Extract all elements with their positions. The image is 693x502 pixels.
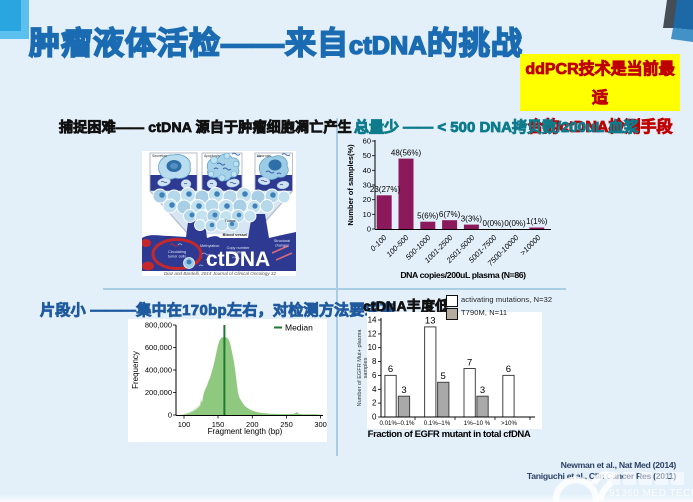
svg-text:150: 150 <box>212 420 225 429</box>
svg-text:6: 6 <box>506 364 511 375</box>
svg-text:8: 8 <box>372 357 377 366</box>
svg-text:1%–10 %: 1%–10 % <box>464 420 491 427</box>
svg-text:6: 6 <box>388 364 393 375</box>
svg-text:Blood vessel: Blood vessel <box>223 232 248 237</box>
svg-text:30: 30 <box>363 181 371 190</box>
svg-text:2: 2 <box>372 399 377 408</box>
svg-text:14: 14 <box>368 316 377 325</box>
svg-text:91360 MED TECH: 91360 MED TECH <box>609 488 693 499</box>
svg-text:Copy number: Copy number <box>227 246 251 250</box>
svg-text:0.01%–0.1%: 0.01%–0.1% <box>379 420 415 427</box>
svg-text:20: 20 <box>363 195 371 204</box>
svg-text:13: 13 <box>425 316 436 327</box>
svg-text:Circulating: Circulating <box>168 250 186 254</box>
svg-text:300: 300 <box>314 420 327 429</box>
svg-text:3(3%): 3(3%) <box>461 215 483 224</box>
svg-text:1(1%): 1(1%) <box>526 217 548 226</box>
svg-text:Methylation: Methylation <box>200 244 219 248</box>
svg-text:Fragment length (bp): Fragment length (bp) <box>208 427 283 436</box>
svg-text:5(6%): 5(6%) <box>417 212 439 221</box>
svg-text:12: 12 <box>368 329 377 338</box>
svg-text:6: 6 <box>372 371 377 380</box>
svg-text:Structural: Structural <box>274 239 290 243</box>
svg-text:23(27%): 23(27%) <box>370 185 401 194</box>
svg-text:10: 10 <box>368 343 377 352</box>
svg-text:Number of samples(%): Number of samples(%) <box>346 144 355 226</box>
svg-text:variations: variations <box>230 251 246 255</box>
svg-text:40: 40 <box>363 166 371 175</box>
svg-text:600,000: 600,000 <box>145 343 172 352</box>
svg-text:0(0%): 0(0%) <box>483 219 505 228</box>
svg-text:0: 0 <box>367 225 371 234</box>
svg-text:>10%: >10% <box>501 420 517 427</box>
svg-text:4: 4 <box>372 385 377 394</box>
svg-text:400,000: 400,000 <box>145 366 172 375</box>
svg-text:Tumor: Tumor <box>224 218 236 223</box>
svg-text:0: 0 <box>372 413 377 422</box>
svg-text:Diaz and Bardelli, 2014 Journa: Diaz and Bardelli, 2014 Journal of Clini… <box>164 271 277 276</box>
svg-text:0.1%–1%: 0.1%–1% <box>424 420 451 427</box>
svg-text:3: 3 <box>480 385 485 396</box>
svg-text:ctDNA: ctDNA <box>206 248 270 271</box>
svg-text:200,000: 200,000 <box>145 388 172 397</box>
svg-text:100: 100 <box>178 420 191 429</box>
svg-text:0: 0 <box>168 411 172 420</box>
svg-text:48(56%): 48(56%) <box>391 149 422 158</box>
svg-text:Number of EGFR Mut+ plasma: Number of EGFR Mut+ plasma <box>357 329 363 407</box>
svg-text:tumor cells: tumor cells <box>168 255 186 259</box>
svg-text:5: 5 <box>441 371 446 382</box>
svg-text:Secretion: Secretion <box>152 154 167 158</box>
svg-text:10: 10 <box>363 210 371 219</box>
svg-text:changes: changes <box>275 244 289 248</box>
svg-text:Apoptosis: Apoptosis <box>204 154 220 158</box>
svg-text:800,000: 800,000 <box>145 321 172 330</box>
svg-text:samples: samples <box>363 357 369 378</box>
svg-text:0(0%): 0(0%) <box>504 219 526 228</box>
svg-text:50: 50 <box>363 151 371 160</box>
svg-text:Necrosis: Necrosis <box>257 154 271 158</box>
svg-text:6(7%): 6(7%) <box>439 210 461 219</box>
svg-text:250: 250 <box>280 420 293 429</box>
svg-text:200: 200 <box>246 420 259 429</box>
svg-text:7: 7 <box>467 358 472 369</box>
svg-text:Frequency: Frequency <box>131 351 140 389</box>
svg-text:>10000: >10000 <box>518 232 543 257</box>
svg-text:60: 60 <box>363 138 371 146</box>
svg-text:3: 3 <box>401 385 406 396</box>
svg-text:Median: Median <box>285 323 313 333</box>
